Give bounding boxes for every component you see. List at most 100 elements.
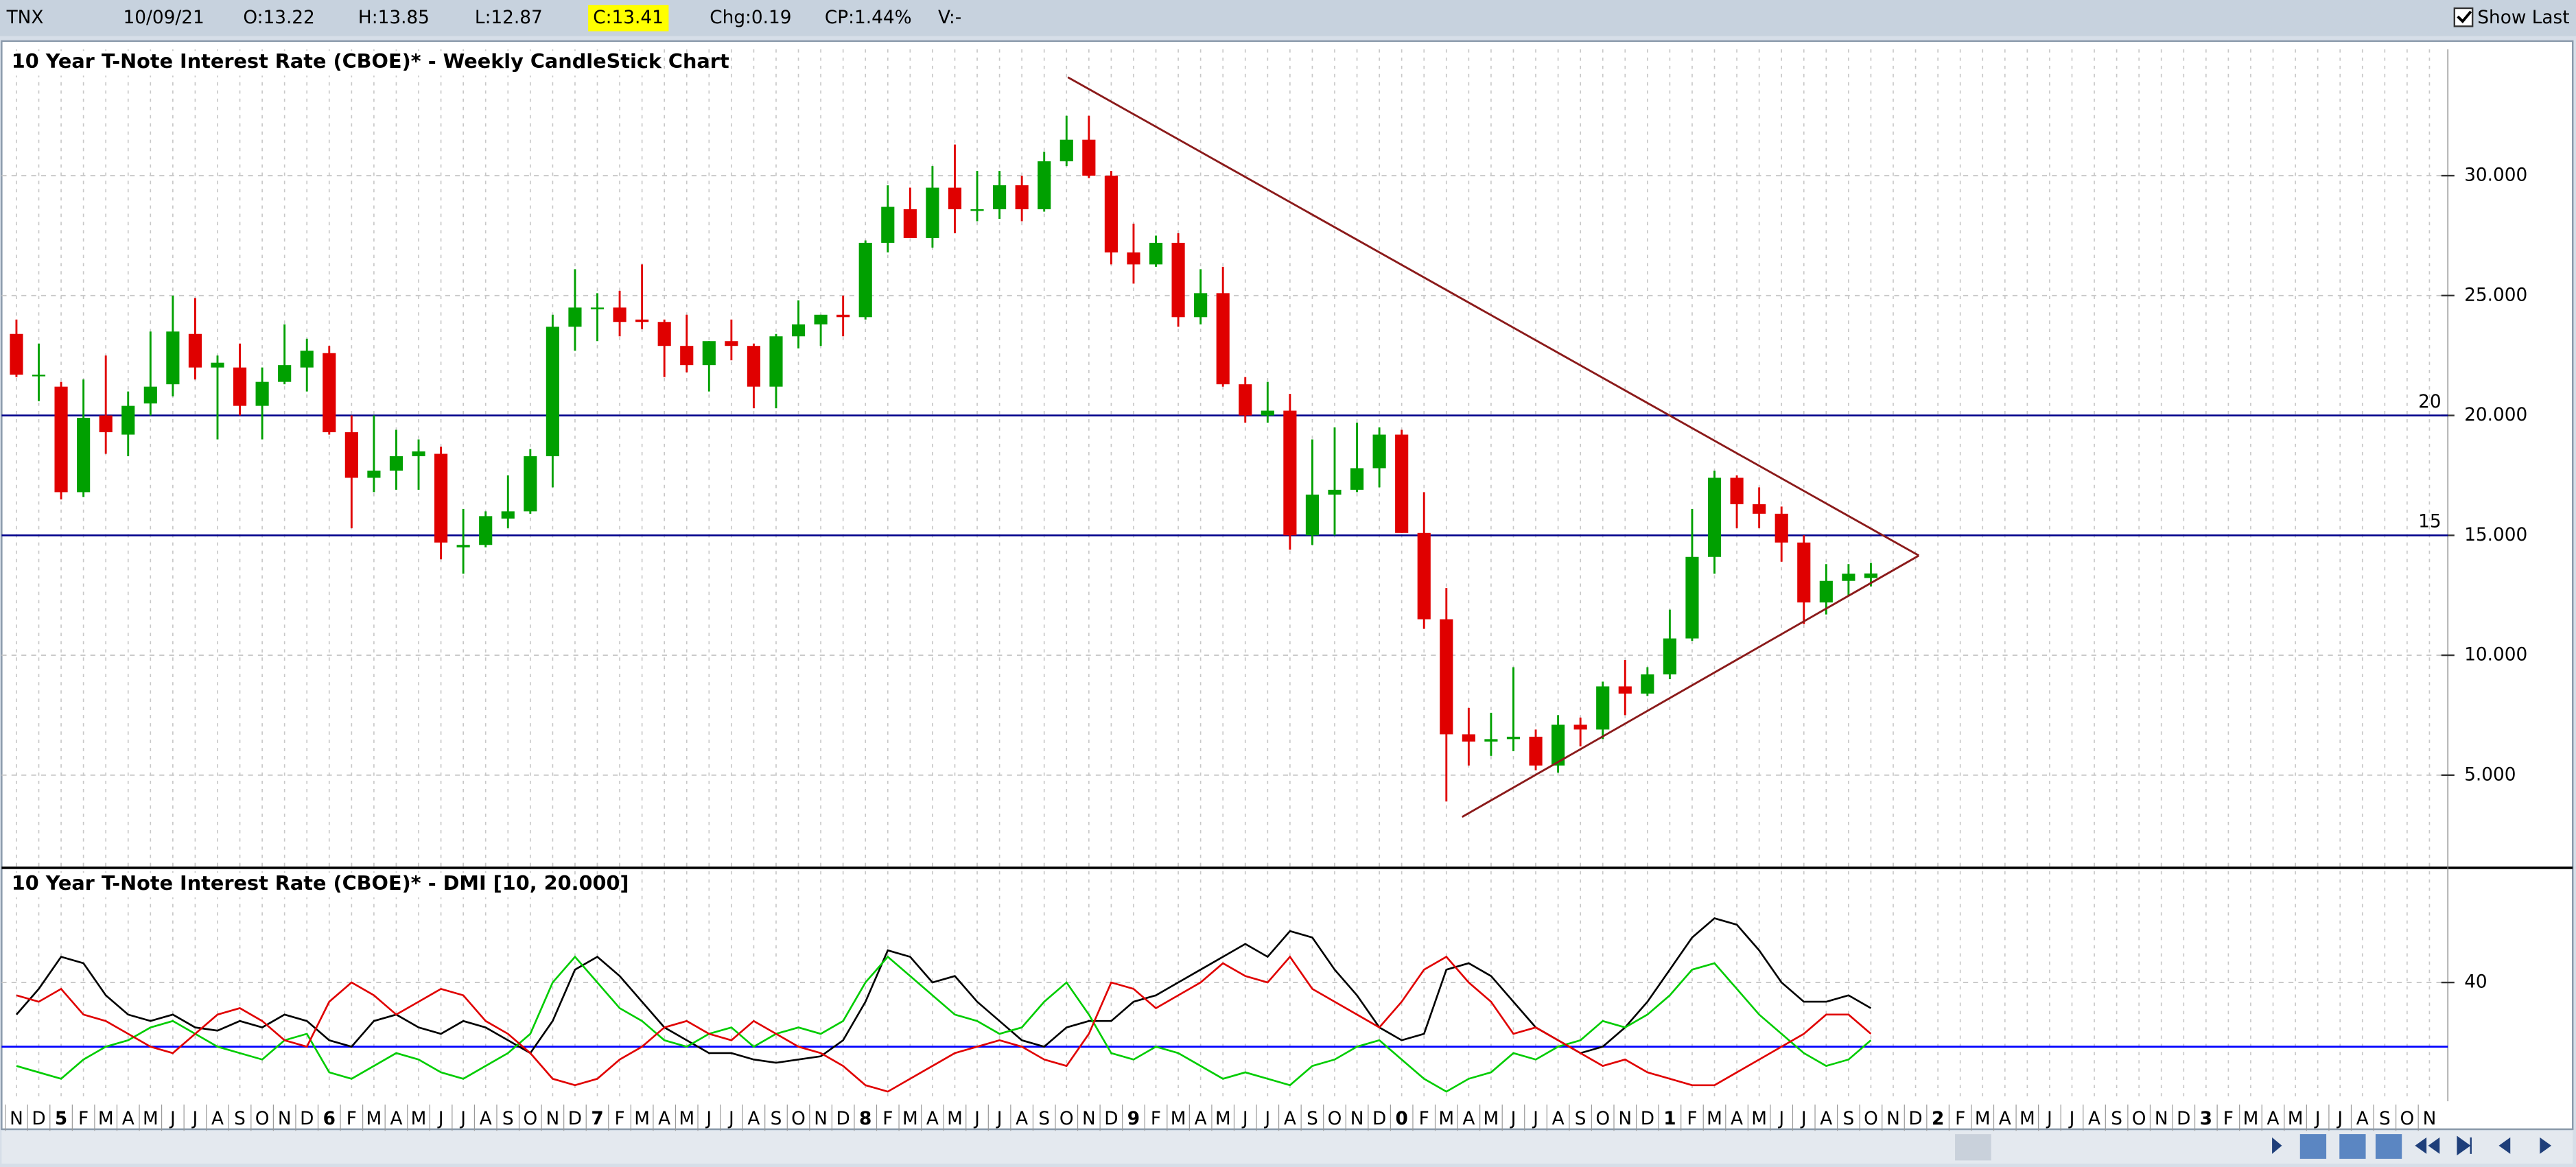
x-tick-label: J — [2046, 1109, 2052, 1129]
x-tick-label: J — [1241, 1109, 1248, 1129]
candle-body — [211, 362, 224, 368]
x-tick-label: D — [32, 1109, 45, 1129]
candle-body — [993, 185, 1007, 210]
candle-body — [143, 386, 157, 404]
x-tick-label: J — [437, 1109, 444, 1129]
x-tick-label: 0 — [1396, 1109, 1408, 1129]
x-tick-label: M — [2288, 1109, 2304, 1129]
candle-body — [1775, 513, 1788, 543]
nav-forward[interactable] — [2540, 1137, 2552, 1154]
x-tick-label: J — [1800, 1109, 1807, 1129]
nav-button[interactable] — [2339, 1134, 2366, 1159]
horizontal-line-label: 20 — [2418, 392, 2442, 412]
candle-body — [747, 346, 761, 387]
candle-body — [1753, 504, 1766, 514]
show-last-label[interactable]: Show Last — [2477, 8, 2569, 28]
candle-body — [702, 341, 716, 366]
candle-body — [479, 516, 493, 545]
x-tick-label: J — [973, 1109, 980, 1129]
x-tick-label: 5 — [55, 1109, 67, 1129]
candle-body — [1685, 556, 1699, 639]
candle-body — [10, 333, 23, 375]
x-tick-label: J — [705, 1109, 712, 1129]
change: Chg:0.19 — [710, 8, 791, 28]
x-tick-label: M — [1171, 1109, 1186, 1129]
candle-body — [1529, 736, 1543, 766]
high: H:13.85 — [358, 8, 430, 28]
x-tick-label: A — [122, 1109, 134, 1129]
candle-body — [1350, 468, 1364, 490]
candle-body — [54, 386, 68, 493]
x-tick-label: J — [459, 1109, 466, 1129]
x-tick-label: J — [1510, 1109, 1517, 1129]
candle-body — [1618, 686, 1632, 694]
candle-body — [77, 418, 91, 493]
candle-body — [1417, 532, 1431, 620]
x-tick-label: A — [480, 1109, 492, 1129]
scroll-right[interactable] — [2272, 1137, 2282, 1154]
x-tick-label: A — [1552, 1109, 1565, 1129]
candle-body — [1082, 139, 1096, 176]
x-tick-label: J — [1263, 1109, 1270, 1129]
low: L:12.87 — [475, 8, 543, 28]
candle-body — [1707, 478, 1722, 557]
candle-body — [970, 209, 984, 211]
candle-body — [1506, 736, 1521, 740]
chart-area — [1, 40, 2574, 1131]
candle-body — [300, 351, 314, 368]
candle-body — [1395, 434, 1409, 533]
price-chart-title: 10 Year T-Note Interest Rate (CBOE)* - W… — [12, 49, 729, 73]
title-background — [6, 51, 648, 76]
candle-body — [1462, 734, 1475, 742]
x-tick-label: M — [2019, 1109, 2035, 1129]
candle-body — [1842, 574, 1855, 581]
nav-button[interactable] — [2299, 1134, 2327, 1159]
x-tick-label: M — [1975, 1109, 1991, 1129]
x-tick-label: M — [411, 1109, 427, 1129]
candle-body — [1216, 293, 1230, 385]
x-tick-label: M — [947, 1109, 963, 1129]
x-tick-label: D — [1908, 1109, 1922, 1129]
x-tick-label: O — [1595, 1109, 1610, 1129]
x-tick-label: A — [747, 1109, 760, 1129]
nav-end[interactable] — [2457, 1135, 2472, 1156]
candle-body — [836, 314, 850, 318]
y-tick-label: 40 — [2464, 972, 2487, 993]
nav-zoom[interactable] — [2415, 1137, 2440, 1154]
x-tick-label: M — [1484, 1109, 1499, 1129]
x-tick-label: M — [2243, 1109, 2259, 1129]
x-tick-label: F — [347, 1109, 357, 1129]
candle-body — [680, 346, 694, 366]
x-tick-label: F — [1151, 1109, 1161, 1129]
x-tick-label: A — [390, 1109, 402, 1129]
x-tick-label: M — [1438, 1109, 1454, 1129]
candle-body — [546, 327, 559, 456]
candle-body — [1372, 434, 1386, 469]
x-tick-label: A — [1462, 1109, 1475, 1129]
dmi-chart-title: 10 Year T-Note Interest Rate (CBOE)* - D… — [12, 871, 629, 895]
nav-button[interactable] — [2375, 1134, 2402, 1159]
candle-body — [1104, 176, 1118, 252]
candle-body — [881, 207, 895, 243]
x-tick-label: A — [1195, 1109, 1207, 1129]
x-tick-label: F — [1687, 1109, 1697, 1129]
x-tick-label: M — [1751, 1109, 1767, 1129]
x-tick-label: O — [2400, 1109, 2415, 1129]
x-tick-label: A — [1999, 1109, 2011, 1129]
nav-back[interactable] — [2498, 1137, 2511, 1154]
candle-body — [725, 341, 738, 346]
candle-body — [166, 331, 180, 385]
candle-body — [657, 322, 671, 346]
x-tick-label: M — [634, 1109, 650, 1129]
candle-body — [1239, 384, 1252, 416]
candle-body — [948, 187, 962, 210]
x-tick-label: A — [1016, 1109, 1028, 1129]
candle-body — [1663, 638, 1676, 674]
x-tick-label: N — [2423, 1109, 2437, 1129]
candle-body — [99, 415, 113, 433]
x-tick-label: S — [1843, 1109, 1855, 1129]
x-tick-label: F — [1419, 1109, 1429, 1129]
scroll-thumb[interactable] — [1955, 1134, 1991, 1161]
scrollbar[interactable] — [1, 1131, 2573, 1164]
